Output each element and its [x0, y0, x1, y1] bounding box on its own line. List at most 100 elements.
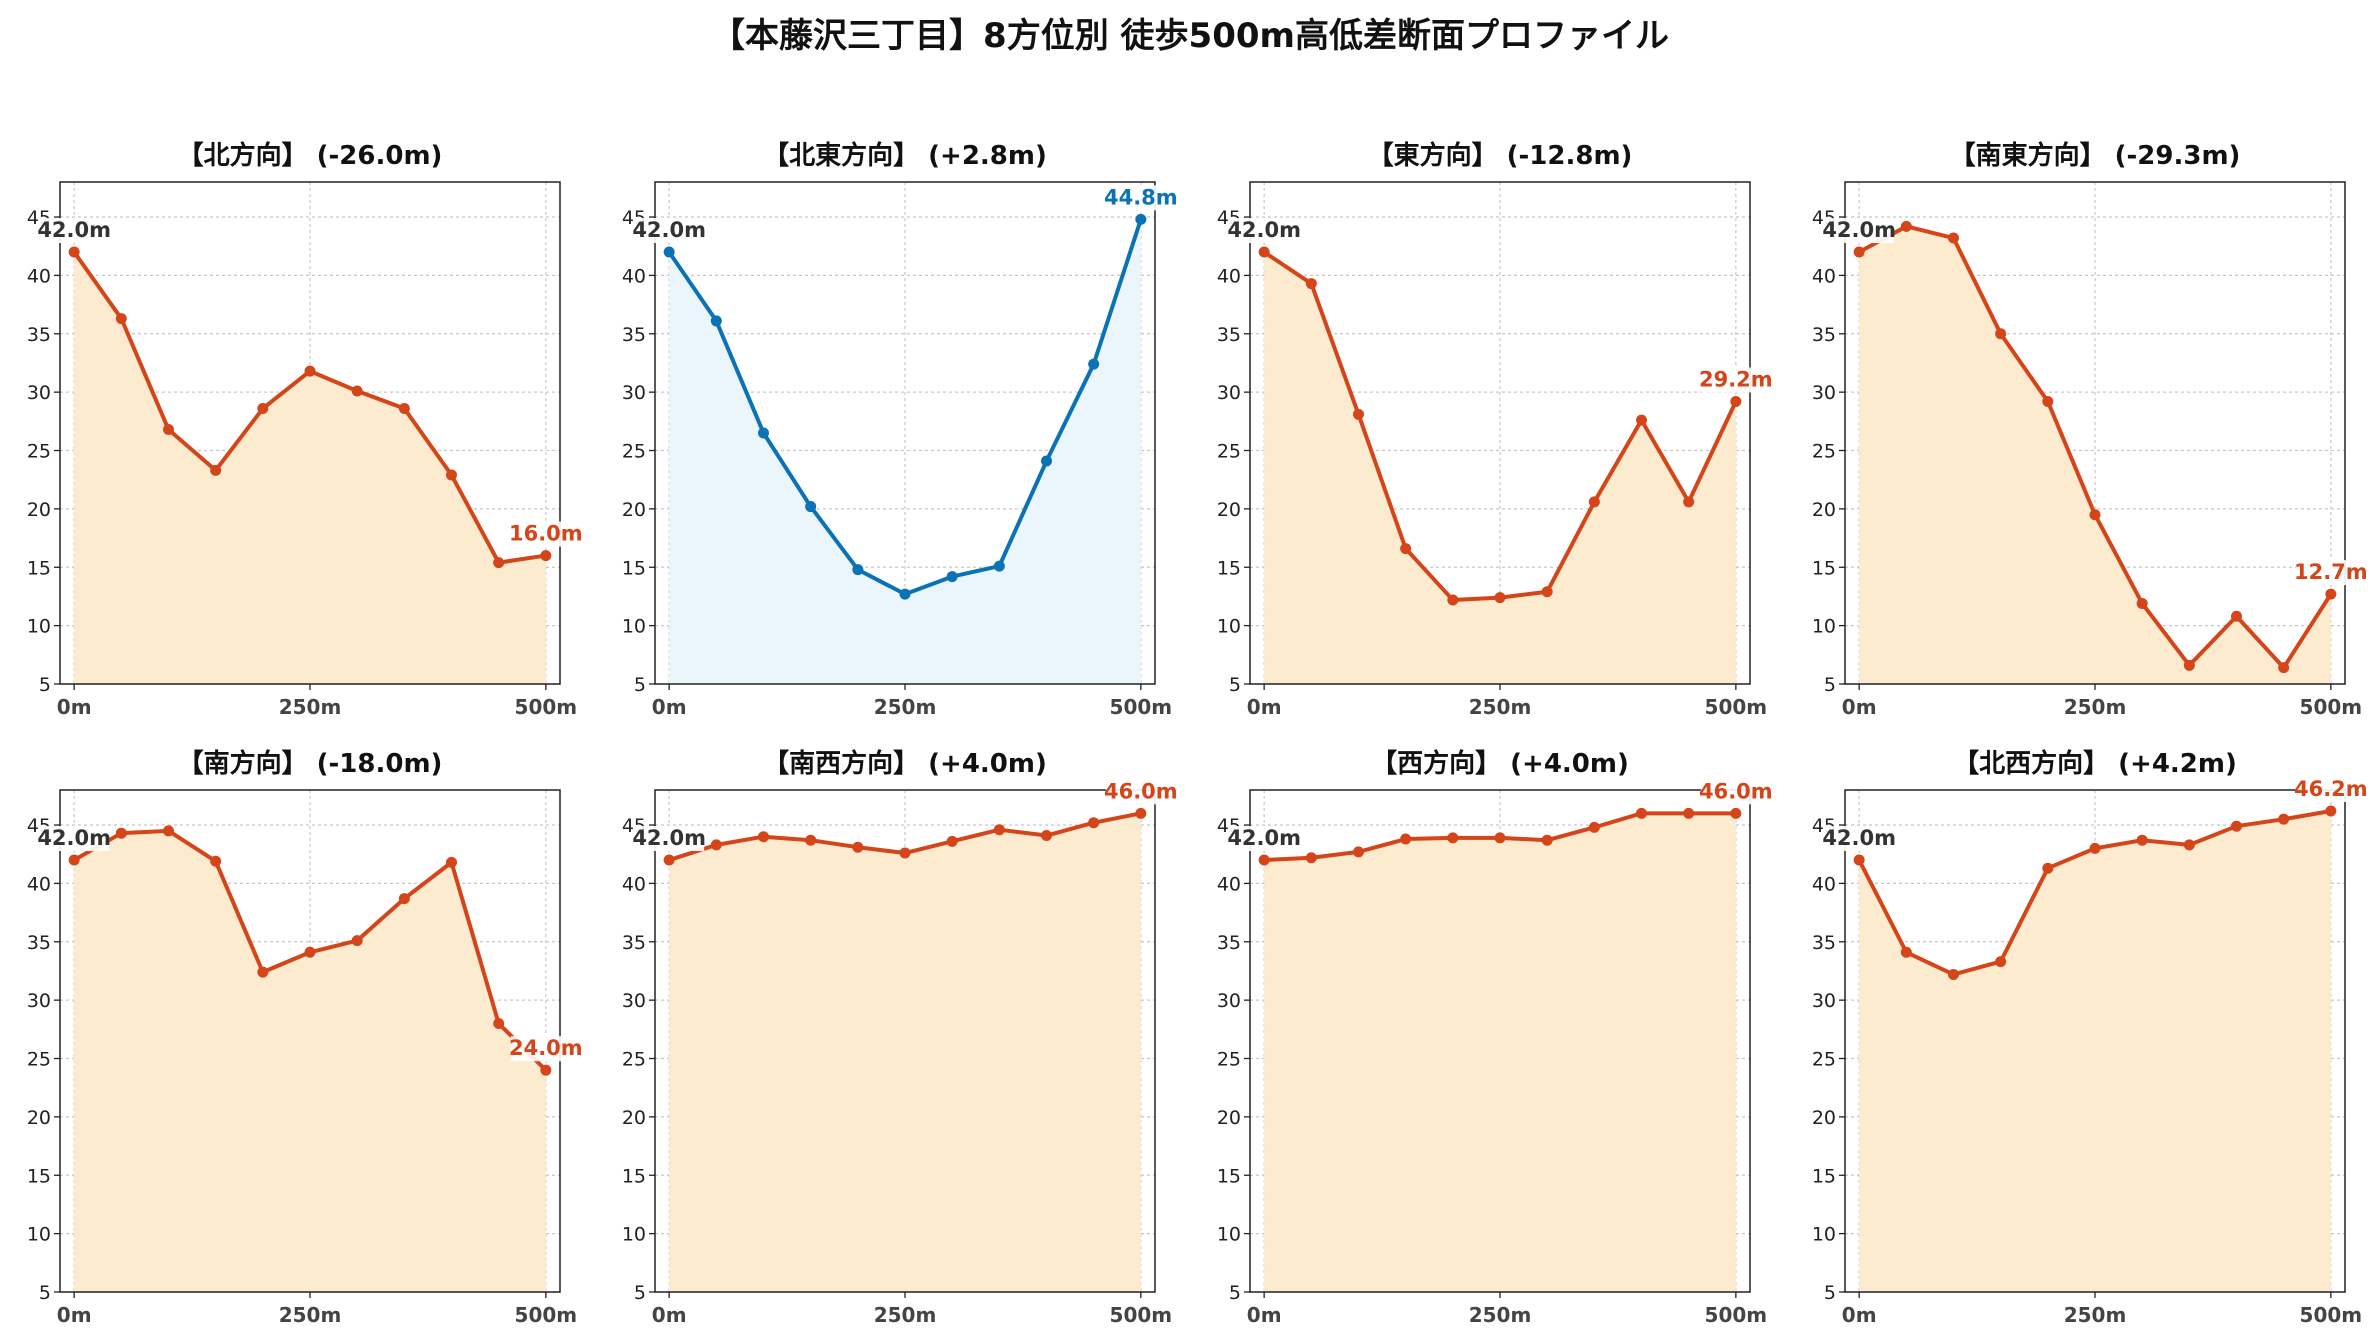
- end-label: 46.2m: [2294, 777, 2368, 803]
- data-point: [1683, 496, 1695, 508]
- end-label-text: 46.2m: [2294, 777, 2368, 801]
- x-tick-label: 0m: [1247, 695, 1282, 719]
- data-point: [115, 827, 127, 839]
- y-tick-label: 40: [27, 265, 51, 287]
- end-label: 44.8m: [1104, 185, 1178, 211]
- start-label: 42.0m: [632, 218, 706, 244]
- data-point: [1947, 232, 1959, 244]
- area-fill: [1264, 252, 1736, 684]
- data-point: [1588, 496, 1600, 508]
- y-tick-label: 15: [1812, 557, 1836, 579]
- end-label-text: 44.8m: [1104, 185, 1178, 209]
- y-tick-label: 15: [622, 1165, 646, 1187]
- data-point: [210, 464, 222, 476]
- data-point: [1947, 968, 1959, 980]
- x-tick-label: 250m: [874, 695, 937, 719]
- y-tick-label: 5: [634, 674, 646, 696]
- data-point: [351, 385, 363, 397]
- end-label-text: 24.0m: [509, 1036, 583, 1060]
- data-point: [663, 854, 675, 866]
- y-tick-label: 25: [1812, 441, 1836, 463]
- data-point: [757, 831, 769, 843]
- chart-title: 【北東方向】 (+2.8m): [763, 140, 1047, 171]
- start-label-text: 42.0m: [1822, 826, 1896, 850]
- x-tick-label: 250m: [874, 1303, 937, 1327]
- data-point: [663, 246, 675, 258]
- start-label: 42.0m: [1227, 826, 1301, 852]
- data-point: [162, 825, 174, 837]
- x-tick-label: 500m: [1705, 695, 1768, 719]
- end-label: 46.0m: [1699, 779, 1773, 805]
- x-tick-label: 0m: [652, 1303, 687, 1327]
- data-point: [757, 427, 769, 439]
- end-label-bg: [510, 521, 581, 547]
- y-tick-label: 25: [1217, 1049, 1241, 1071]
- data-point: [710, 839, 722, 851]
- y-tick-label: 35: [622, 932, 646, 954]
- y-tick-label: 30: [27, 382, 51, 404]
- start-label: 42.0m: [37, 826, 111, 852]
- end-label-bg: [1700, 779, 1771, 805]
- y-tick-label: 35: [1217, 324, 1241, 346]
- end-label: 46.0m: [1104, 779, 1178, 805]
- y-tick-label: 30: [1217, 382, 1241, 404]
- data-point: [210, 855, 222, 867]
- y-tick-label: 10: [27, 616, 51, 638]
- x-tick-label: 250m: [279, 1303, 342, 1327]
- y-tick-label: 10: [622, 1224, 646, 1246]
- x-tick-label: 500m: [515, 695, 578, 719]
- start-label: 42.0m: [1822, 218, 1896, 244]
- y-tick-label: 15: [1217, 557, 1241, 579]
- y-tick-label: 15: [622, 557, 646, 579]
- y-tick-label: 40: [622, 873, 646, 895]
- end-label-text: 16.0m: [509, 522, 583, 546]
- data-point: [1352, 408, 1364, 420]
- end-label: 16.0m: [509, 521, 583, 547]
- data-point: [1588, 821, 1600, 833]
- data-point: [68, 854, 80, 866]
- y-tick-label: 25: [622, 1049, 646, 1071]
- data-point: [493, 1017, 505, 1029]
- start-label-bg: [1229, 218, 1300, 244]
- y-tick-label: 35: [1812, 932, 1836, 954]
- data-point: [946, 835, 958, 847]
- y-tick-label: 35: [27, 324, 51, 346]
- y-tick-label: 20: [1812, 499, 1836, 521]
- x-tick-label: 500m: [1705, 1303, 1768, 1327]
- data-point: [1135, 807, 1147, 819]
- y-tick-label: 15: [1812, 1165, 1836, 1187]
- start-label-bg: [39, 218, 110, 244]
- start-label: 42.0m: [37, 218, 111, 244]
- data-point: [805, 501, 817, 513]
- start-label-bg: [634, 826, 705, 852]
- data-point: [2089, 842, 2101, 854]
- start-label-bg: [39, 826, 110, 852]
- x-tick-label: 250m: [2064, 1303, 2127, 1327]
- data-point: [2231, 610, 2243, 622]
- data-point: [1258, 246, 1270, 258]
- data-point: [1730, 807, 1742, 819]
- y-tick-label: 40: [1217, 873, 1241, 895]
- end-label: 24.0m: [509, 1036, 583, 1062]
- data-point: [257, 402, 269, 414]
- data-point: [1305, 278, 1317, 290]
- y-tick-label: 10: [1217, 616, 1241, 638]
- y-tick-label: 20: [1217, 1107, 1241, 1129]
- data-point: [304, 365, 316, 377]
- x-tick-label: 0m: [57, 1303, 92, 1327]
- area-fill: [1859, 226, 2331, 684]
- data-point: [946, 571, 958, 583]
- end-label-text: 12.7m: [2294, 560, 2368, 584]
- data-point: [1041, 830, 1053, 842]
- data-point: [257, 966, 269, 978]
- chart-title: 【北西方向】 (+4.2m): [1953, 748, 2237, 779]
- y-tick-label: 35: [622, 324, 646, 346]
- data-point: [1683, 807, 1695, 819]
- y-tick-label: 15: [27, 1165, 51, 1187]
- end-label-bg: [510, 1036, 581, 1062]
- data-point: [2183, 659, 2195, 671]
- y-tick-label: 10: [1812, 616, 1836, 638]
- y-tick-label: 30: [1812, 990, 1836, 1012]
